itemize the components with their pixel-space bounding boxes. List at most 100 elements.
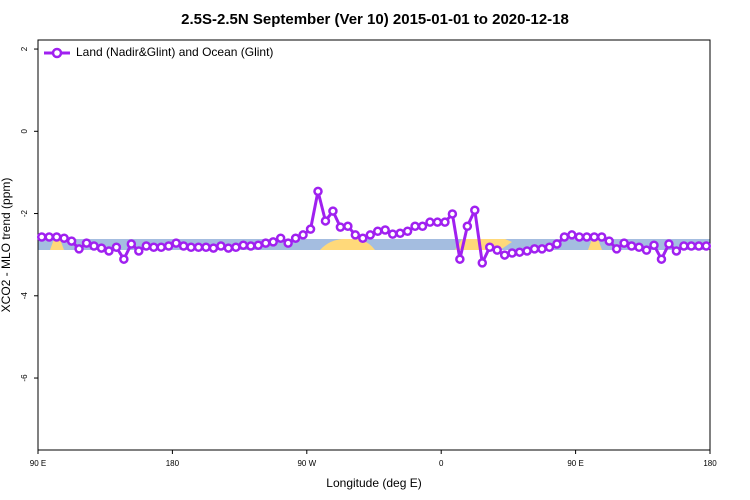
- data-point: [619, 238, 629, 248]
- data-point: [582, 232, 592, 242]
- x-tick-label: 180: [166, 459, 180, 468]
- data-point: [141, 241, 152, 251]
- data-point: [559, 232, 570, 242]
- data-point: [253, 240, 264, 250]
- chart-title: 2.5S-2.5N September (Ver 10) 2015-01-01 …: [181, 11, 569, 28]
- data-point: [178, 241, 189, 251]
- data-point: [111, 242, 122, 253]
- data-point: [447, 209, 458, 219]
- data-point: [589, 232, 600, 242]
- data-point: [36, 232, 47, 242]
- data-point: [417, 221, 428, 232]
- x-tick-label: 0: [439, 459, 444, 468]
- data-point: [596, 232, 607, 242]
- legend: Land (Nadir&Glint) and Ocean (Glint): [44, 45, 273, 59]
- data-point: [44, 232, 54, 242]
- y-tick-label: -2: [20, 209, 29, 217]
- data-point: [51, 232, 62, 242]
- data-point: [59, 233, 69, 243]
- data-point: [89, 241, 99, 251]
- data-point: [664, 239, 674, 249]
- data-point: [283, 238, 293, 248]
- x-tick-label: 90 W: [297, 459, 316, 468]
- data-point: [96, 243, 107, 253]
- data-point: [171, 238, 181, 248]
- y-tick-label: -6: [20, 374, 29, 382]
- data-point: [387, 229, 398, 239]
- data-point: [298, 230, 308, 240]
- data-point: [208, 243, 219, 253]
- data-point: [372, 226, 383, 236]
- data-point: [380, 225, 390, 235]
- data-point: [148, 242, 159, 253]
- y-axis-label: XCO2 - MLO trend (ppm): [0, 178, 13, 313]
- data-point: [268, 237, 278, 247]
- data-point: [328, 206, 338, 216]
- data-point: [201, 242, 211, 253]
- data-point: [402, 226, 413, 236]
- data-point: [455, 254, 465, 264]
- data-point: [656, 254, 667, 264]
- data-point: [290, 233, 301, 243]
- data-point: [66, 236, 77, 246]
- data-point: [365, 230, 376, 240]
- data-point: [649, 240, 659, 250]
- data-point: [484, 242, 495, 253]
- data-point: [358, 233, 368, 243]
- data-point: [492, 245, 502, 255]
- data-point: [537, 244, 547, 254]
- data-point: [134, 246, 144, 256]
- data-point: [275, 233, 286, 243]
- legend-marker: [51, 47, 63, 59]
- data-point: [522, 246, 532, 256]
- data-point: [186, 242, 196, 253]
- x-tick-label: 180: [703, 459, 717, 468]
- data-point: [126, 239, 137, 249]
- data-point: [641, 245, 652, 255]
- x-tick-label: 90 E: [30, 459, 46, 468]
- data-point: [686, 241, 697, 251]
- y-tick-label: 0: [20, 129, 29, 134]
- data-point: [432, 217, 443, 227]
- y-tick-label: -4: [20, 292, 29, 300]
- data-point: [238, 240, 249, 250]
- x-axis-label: Longitude (deg E): [326, 476, 421, 490]
- data-point: [231, 242, 241, 253]
- data-point: [395, 228, 405, 239]
- data-point: [223, 243, 234, 253]
- data-point: [104, 246, 114, 256]
- data-point: [694, 241, 704, 251]
- data-point: [477, 258, 488, 268]
- data-point: [507, 248, 517, 258]
- data-point: [246, 241, 256, 251]
- data-point: [440, 217, 450, 227]
- legend-label: Land (Nadir&Glint) and Ocean (Glint): [76, 45, 273, 59]
- data-point: [260, 238, 271, 248]
- data-point: [343, 221, 353, 232]
- data-point: [193, 242, 204, 253]
- y-tick-label: 2: [20, 46, 29, 51]
- land-segment: [588, 239, 602, 250]
- data-point: [320, 216, 331, 226]
- data-point: [81, 238, 92, 248]
- data-point: [552, 239, 562, 249]
- data-point: [216, 241, 226, 251]
- data-point: [462, 221, 473, 232]
- land-segment: [50, 239, 64, 250]
- data-point: [671, 246, 682, 256]
- data-point: [305, 224, 316, 234]
- ocean-band: [38, 239, 710, 250]
- data-point: [410, 221, 420, 232]
- x-tick-label: 90 E: [567, 459, 583, 468]
- data-point: [514, 247, 525, 257]
- data-point: [119, 254, 129, 264]
- data-point: [574, 232, 585, 242]
- data-point: [611, 244, 622, 254]
- data-point: [626, 241, 637, 251]
- data-point: [499, 250, 510, 260]
- data-point: [567, 230, 577, 240]
- data-point: [350, 230, 361, 240]
- data-point: [544, 242, 555, 253]
- data-point: [529, 244, 540, 254]
